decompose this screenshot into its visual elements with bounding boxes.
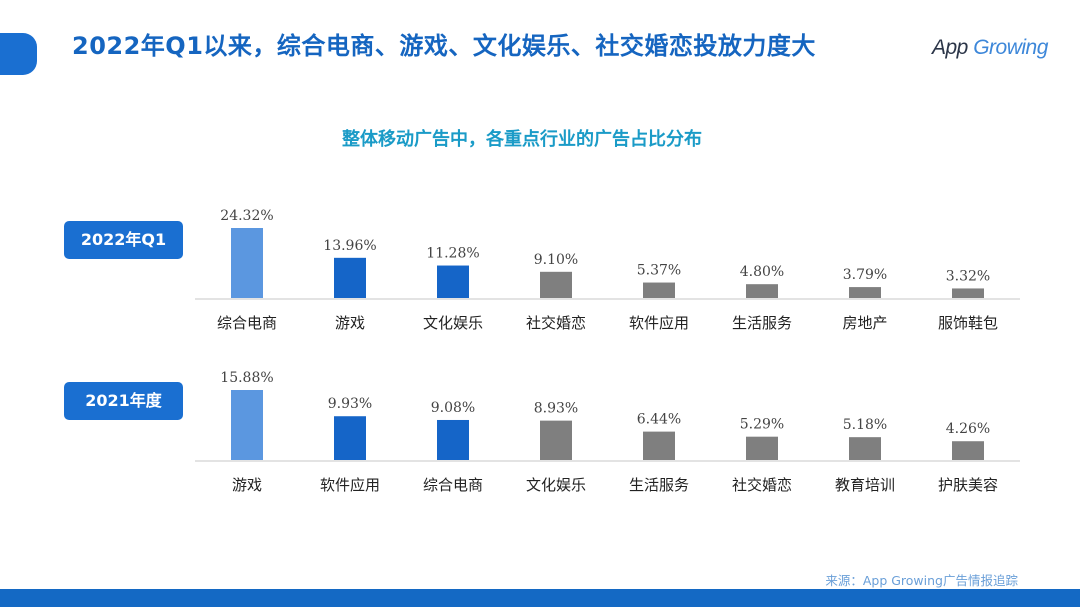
data-label: 3.79%: [843, 267, 887, 283]
category-label: 文化娱乐: [423, 314, 483, 332]
chart-label-2022q1: 2022年Q1: [64, 221, 183, 259]
category-label: 护肤美容: [938, 476, 998, 494]
bar: [334, 257, 366, 298]
data-label: 5.18%: [843, 417, 887, 433]
bar: [952, 288, 984, 298]
category-label: 软件应用: [320, 476, 380, 494]
category-label: 教育培训: [835, 476, 895, 494]
data-label: 5.29%: [740, 417, 784, 433]
bar: [437, 265, 469, 298]
category-label: 房地产: [842, 314, 887, 332]
category-label: 社交婚恋: [526, 314, 586, 332]
bar: [540, 420, 572, 460]
data-label: 9.10%: [534, 252, 578, 268]
category-label: 软件应用: [629, 314, 689, 332]
category-label: 综合电商: [423, 476, 483, 494]
data-label: 6.44%: [637, 412, 681, 428]
page-title: 2022年Q1以来，综合电商、游戏、文化娱乐、社交婚恋投放力度大: [72, 32, 816, 60]
category-label: 综合电商: [217, 314, 277, 332]
bar: [437, 419, 469, 460]
data-label: 4.26%: [946, 421, 990, 437]
bar: [849, 437, 881, 460]
category-label: 服饰鞋包: [938, 314, 998, 332]
category-label: 社交婚恋: [732, 476, 792, 494]
data-label: 9.08%: [431, 400, 475, 416]
data-label: 8.93%: [534, 401, 578, 417]
category-label: 生活服务: [732, 314, 792, 332]
app-growing-logo: App Growing: [932, 36, 1048, 59]
source-note: 来源：App Growing广告情报追踪: [825, 573, 1018, 588]
footer-bar: [0, 589, 1080, 607]
category-label: 生活服务: [629, 476, 689, 494]
data-label: 24.32%: [220, 208, 273, 224]
data-label: 9.93%: [328, 396, 372, 412]
chart-subtitle: 整体移动广告中，各重点行业的广告占比分布: [342, 129, 702, 150]
category-label: 文化娱乐: [526, 476, 586, 494]
bar: [643, 431, 675, 460]
bar: [746, 436, 778, 460]
data-label: 4.80%: [740, 264, 784, 280]
bar: [540, 271, 572, 298]
bar: [849, 287, 881, 298]
data-label: 13.96%: [323, 238, 376, 254]
category-label: 游戏: [232, 476, 262, 494]
category-label: 游戏: [335, 314, 365, 332]
bar: [334, 416, 366, 460]
bar: [952, 441, 984, 460]
title-tab-decoration: [0, 33, 37, 75]
bar: [746, 284, 778, 298]
data-label: 11.28%: [426, 246, 479, 262]
bar: [643, 282, 675, 298]
data-label: 3.32%: [946, 268, 990, 284]
data-label: 15.88%: [220, 370, 273, 386]
bar: [231, 390, 263, 460]
data-label: 5.37%: [637, 263, 681, 279]
bar: [231, 228, 263, 298]
chart-label-2021: 2021年度: [64, 382, 183, 420]
